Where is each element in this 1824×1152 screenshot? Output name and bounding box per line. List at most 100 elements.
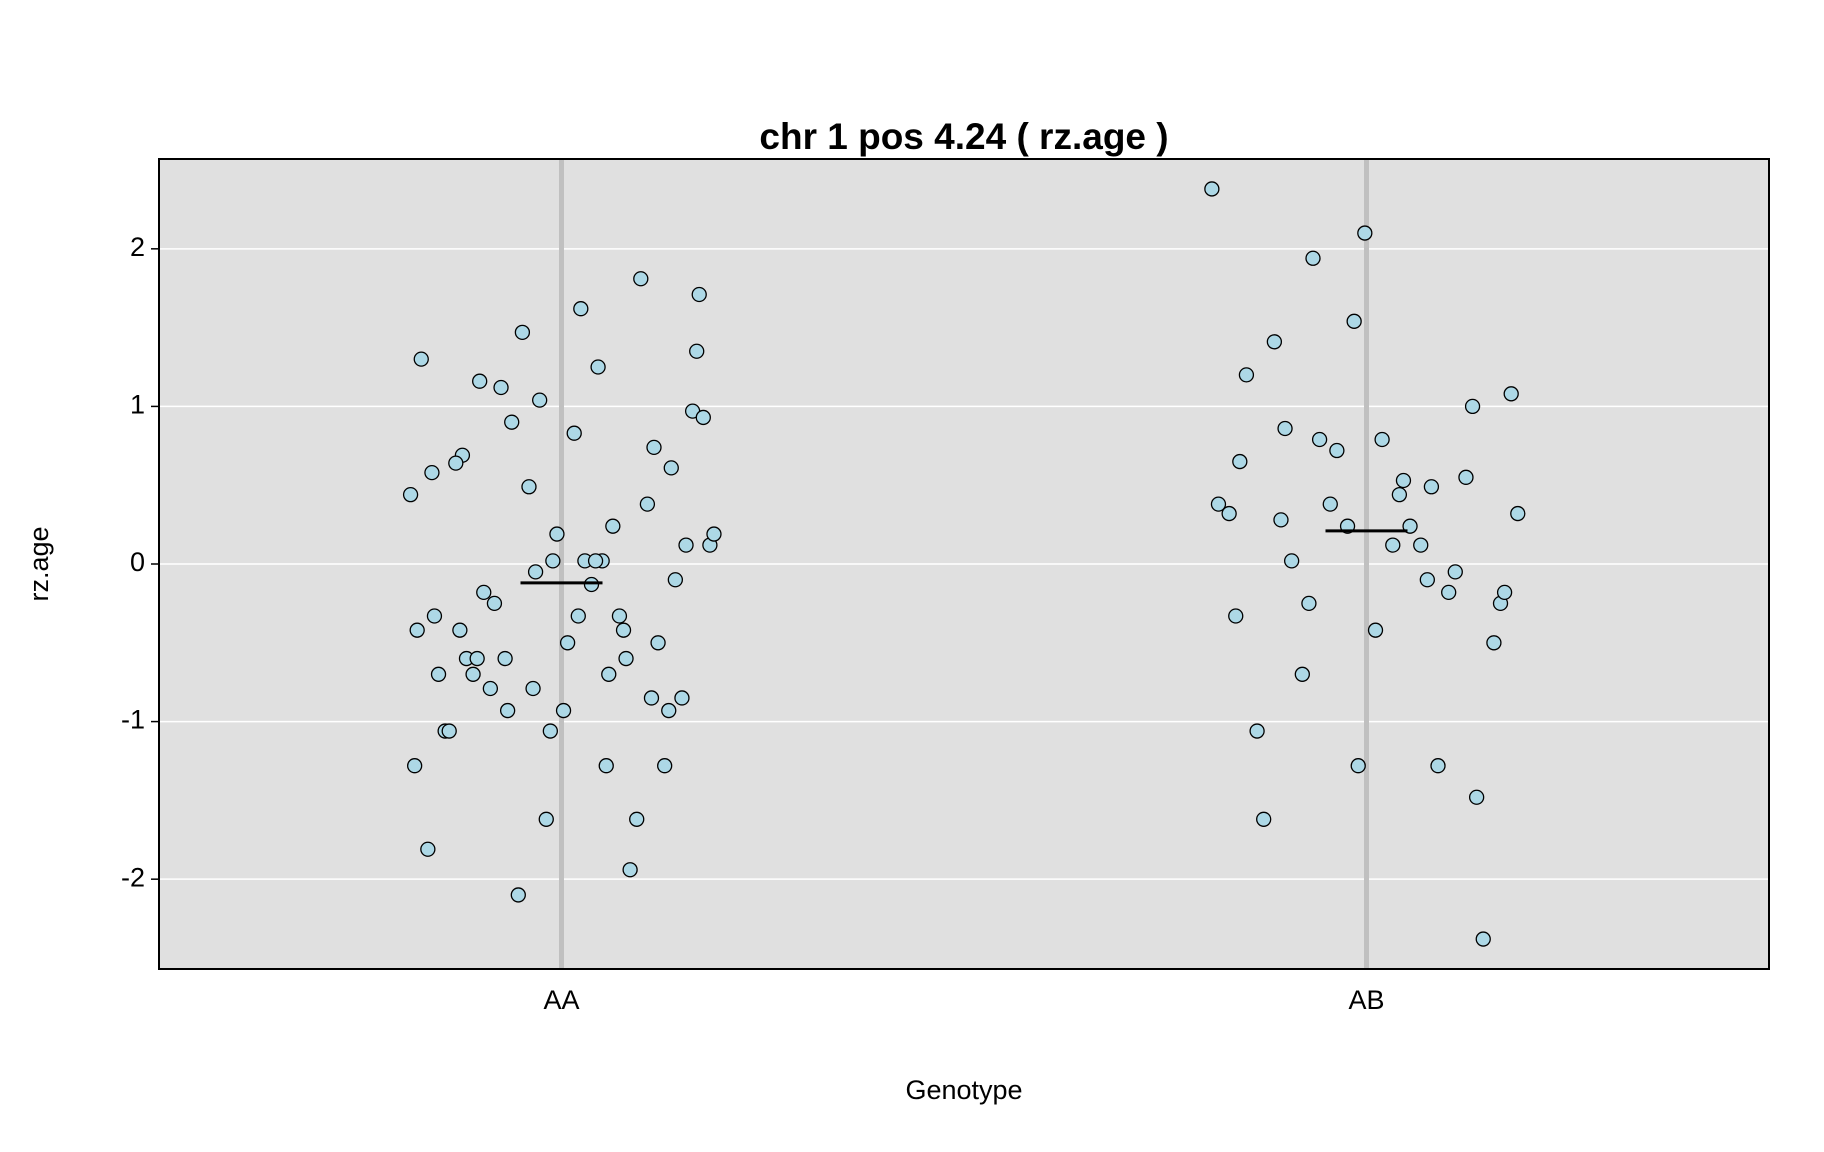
data-point: [1468, 789, 1485, 805]
data-point: [667, 572, 683, 588]
data-point: [549, 526, 565, 542]
data-point: [1305, 250, 1321, 266]
data-point: [1391, 487, 1408, 503]
data-point: [510, 887, 526, 903]
data-point: [469, 650, 485, 667]
data-point: [657, 758, 673, 774]
data-point: [590, 359, 606, 375]
data-point: [476, 584, 492, 601]
data-point: [1441, 584, 1457, 601]
data-point: [661, 702, 677, 719]
y-axis-label: rz.age: [24, 526, 54, 601]
data-point: [521, 479, 537, 495]
data-point: [601, 666, 617, 682]
data-point: [413, 351, 429, 367]
data-point: [605, 518, 621, 534]
data-point: [678, 537, 694, 553]
data-point: [1475, 931, 1491, 947]
data-point: [689, 343, 705, 359]
chart-title: chr 1 pos 4.24 ( rz.age ): [759, 116, 1168, 157]
data-point: [1464, 398, 1481, 415]
data-point: [482, 680, 499, 697]
data-point: [1346, 313, 1362, 329]
data-point: [1395, 472, 1412, 489]
data-point: [633, 271, 649, 287]
data-point: [452, 622, 468, 638]
data-point: [1322, 496, 1338, 512]
data-point: [424, 464, 440, 481]
data-point: [1430, 758, 1446, 774]
data-point: [514, 324, 531, 340]
data-point: [499, 702, 516, 719]
data-point: [1367, 622, 1384, 638]
data-point: [573, 301, 589, 317]
data-point: [1503, 386, 1519, 402]
data-point: [1277, 420, 1293, 437]
data-point: [611, 608, 628, 624]
data-point: [1357, 225, 1373, 241]
data-point: [629, 811, 645, 827]
data-point: [1301, 595, 1317, 612]
data-point: [532, 392, 548, 408]
data-point: [570, 608, 586, 624]
data-point: [650, 635, 666, 651]
data-point: [1311, 431, 1328, 448]
data-point: [1256, 811, 1272, 827]
data-point: [598, 758, 614, 774]
data-point: [1249, 723, 1265, 739]
data-point: [587, 553, 604, 569]
data-point: [1273, 512, 1289, 528]
data-point: [646, 439, 662, 456]
x-tick-label: AB: [1348, 985, 1384, 1015]
data-point: [663, 460, 679, 476]
data-point: [497, 650, 513, 667]
y-tick-label: -1: [121, 705, 145, 735]
data-point: [527, 564, 544, 580]
data-point: [1204, 181, 1220, 197]
data-point: [583, 576, 600, 593]
data-point: [472, 373, 488, 389]
data-point: [555, 702, 572, 719]
data-point: [542, 723, 558, 739]
data-point: [706, 526, 722, 542]
data-point: [674, 690, 690, 706]
data-point: [639, 496, 656, 512]
data-point: [622, 862, 638, 878]
data-point: [1385, 537, 1401, 553]
data-point: [1413, 537, 1429, 553]
data-point: [566, 425, 582, 441]
data-point: [1283, 553, 1300, 569]
data-point: [1210, 496, 1227, 512]
data-point: [402, 487, 419, 503]
data-point: [525, 680, 541, 697]
data-point: [1350, 758, 1366, 774]
data-point: [1329, 442, 1345, 459]
data-point: [1423, 479, 1440, 495]
data-point: [691, 286, 707, 303]
data-point: [618, 650, 634, 667]
data-point: [695, 409, 711, 426]
data-point: [538, 811, 554, 827]
data-point: [545, 553, 561, 569]
data-point: [1374, 431, 1390, 448]
data-point: [409, 622, 425, 638]
data-point: [426, 608, 443, 624]
data-point: [407, 758, 423, 774]
data-point: [615, 622, 632, 638]
y-tick-label: 1: [130, 390, 145, 420]
data-point: [486, 595, 503, 612]
data-point: [448, 455, 464, 471]
data-point: [1510, 505, 1526, 522]
data-point: [430, 666, 447, 682]
data-point: [1458, 469, 1474, 485]
data-point: [493, 379, 509, 396]
data-point: [1447, 564, 1463, 580]
data-point: [559, 635, 576, 651]
data-point: [1221, 505, 1237, 522]
data-point: [1419, 572, 1435, 588]
plot-layer: [159, 159, 1769, 969]
data-point: [1228, 608, 1244, 624]
data-point: [1294, 666, 1310, 682]
